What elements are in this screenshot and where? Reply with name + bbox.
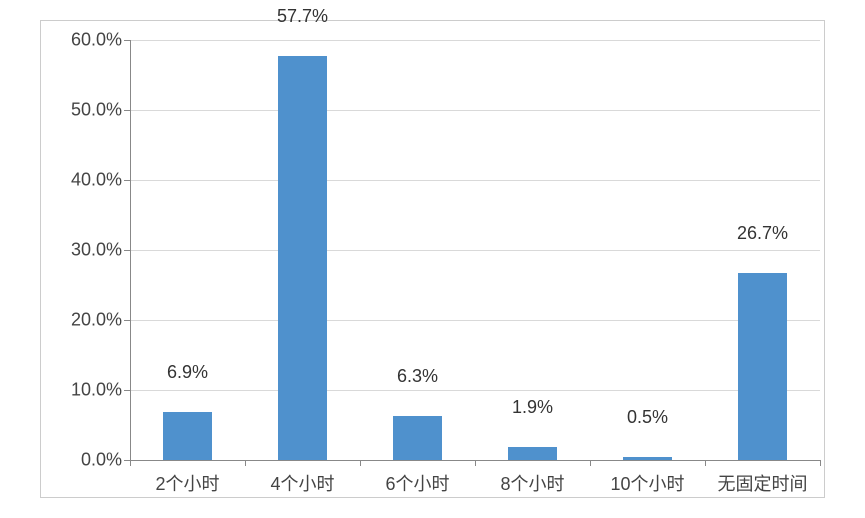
gridline [130, 180, 820, 181]
y-tick-label: 30.0% [71, 240, 130, 261]
y-tick-label: 40.0% [71, 170, 130, 191]
x-tick-mark [590, 460, 591, 466]
bar [278, 56, 326, 460]
gridline [130, 110, 820, 111]
gridline [130, 390, 820, 391]
y-tick-label: 50.0% [71, 100, 130, 121]
y-tick-label: 10.0% [71, 380, 130, 401]
plot-area: 0.0%10.0%20.0%30.0%40.0%50.0%60.0%6.9%2个… [130, 40, 820, 460]
x-tick-label: 8个小时 [500, 460, 564, 496]
gridline [130, 320, 820, 321]
y-axis-line [130, 40, 131, 460]
bar-value-label: 26.7% [737, 223, 788, 248]
x-tick-mark [475, 460, 476, 466]
x-tick-mark [245, 460, 246, 466]
x-tick-label: 2个小时 [155, 460, 219, 496]
chart-container: 0.0% 10.0% 20.0% 30.0% 40.0% 50.0% 60.0% 6.9% 2个… [0, 0, 865, 518]
bar-value-label: 0.5% [627, 407, 668, 432]
x-tick-mark [820, 460, 821, 466]
bar [738, 273, 786, 460]
bar-value-label: 57.7% [277, 6, 328, 31]
bar-value-label: 1.9% [512, 397, 553, 422]
x-tick-label: 4个小时 [270, 460, 334, 496]
x-tick-mark [130, 460, 131, 466]
gridline [130, 40, 820, 41]
bar-value-label: 6.9% [167, 362, 208, 387]
bar [508, 447, 556, 460]
x-tick-label: 无固定时间 [718, 460, 808, 496]
x-tick-mark [705, 460, 706, 466]
bar [393, 416, 441, 460]
x-tick-mark [360, 460, 361, 466]
x-tick-label: 10个小时 [610, 460, 684, 496]
y-tick-label: 0.0% [81, 450, 130, 471]
y-tick-label: 20.0% [71, 310, 130, 331]
x-tick-label: 6个小时 [385, 460, 449, 496]
gridline [130, 250, 820, 251]
bar [163, 412, 211, 460]
y-tick-label: 60.0% [71, 30, 130, 51]
bar-value-label: 6.3% [397, 366, 438, 391]
